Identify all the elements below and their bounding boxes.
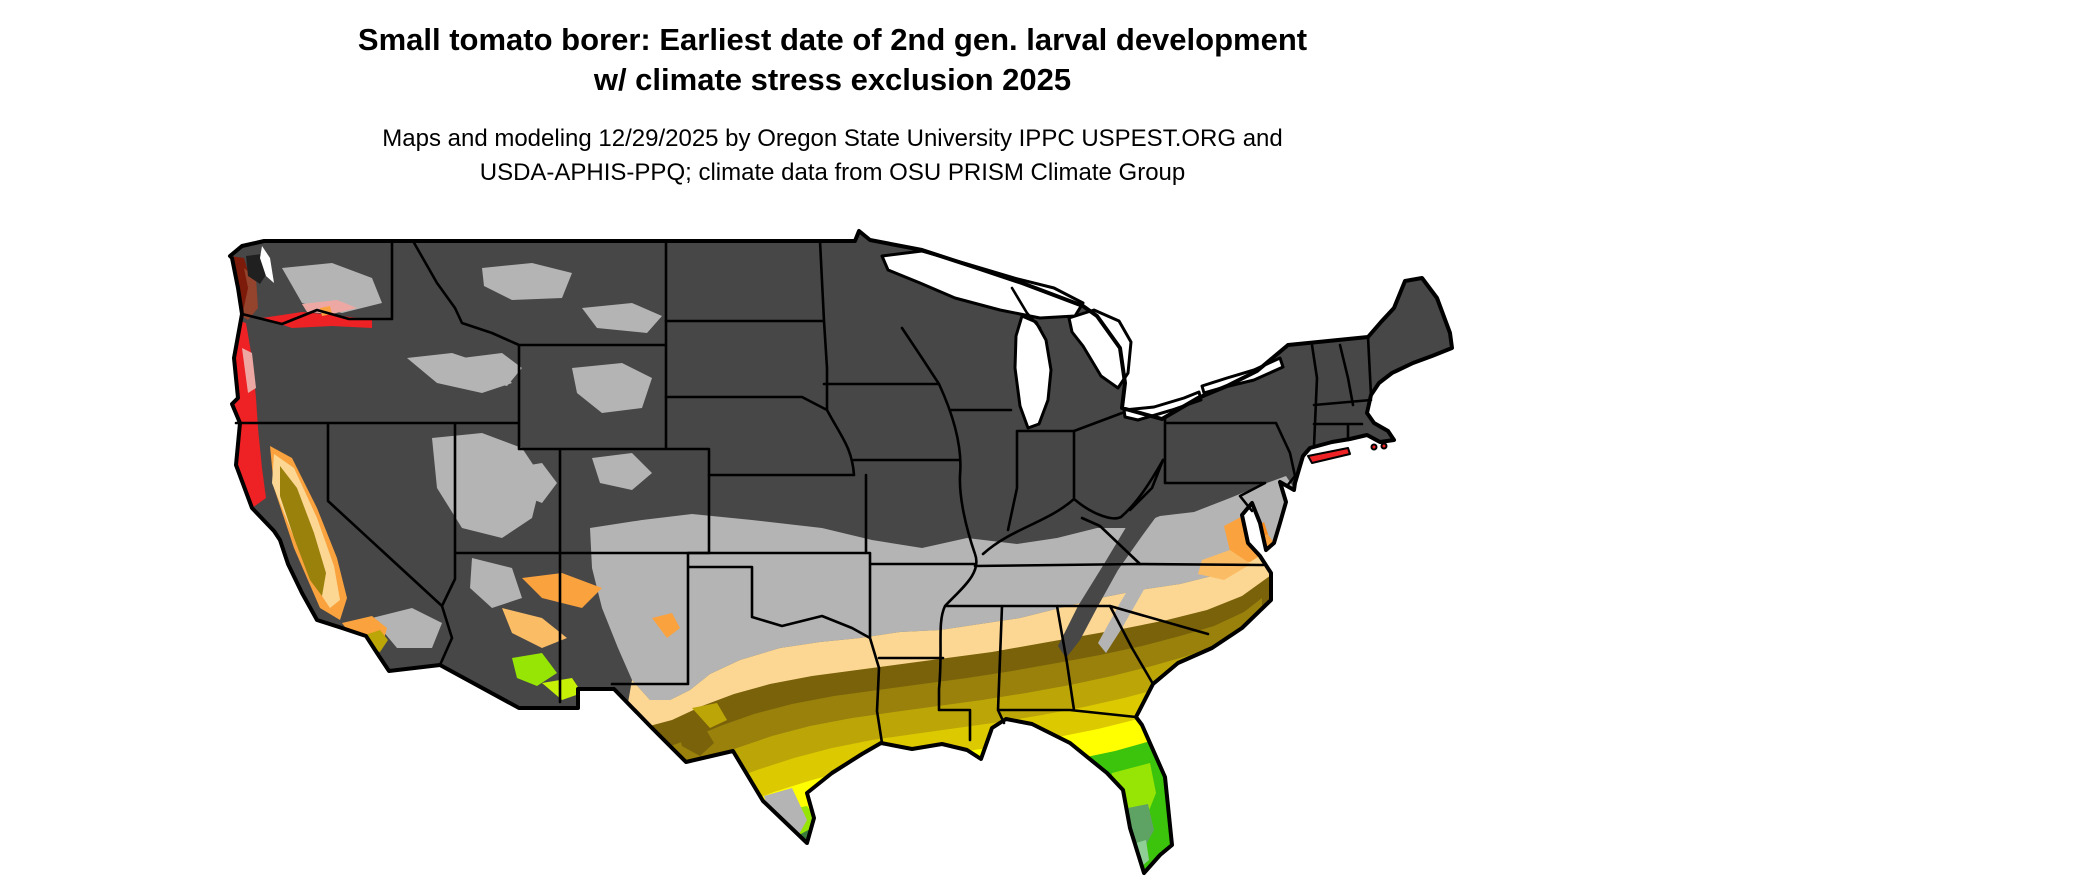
region-jun21-az-rim bbox=[522, 573, 602, 608]
region-gray-great-basin bbox=[432, 433, 542, 538]
region-may24-central-valley bbox=[280, 466, 326, 596]
region-may31-big-bend bbox=[677, 723, 714, 756]
region-gray-central-wa bbox=[282, 263, 382, 313]
region-jun21-nm bbox=[652, 613, 680, 638]
us-map bbox=[222, 228, 1462, 883]
region-jul12-coast-patch bbox=[242, 348, 256, 393]
region-aug23-wa-coast-range bbox=[242, 268, 258, 320]
state-borders-plains bbox=[610, 239, 977, 745]
region-gray-snake-plain bbox=[407, 353, 512, 393]
map-title: Small tomato borer: Earliest date of 2nd… bbox=[60, 20, 1605, 100]
us-map-svg bbox=[228, 229, 1454, 875]
island-marthas-vineyard bbox=[1370, 443, 1378, 451]
region-gray-south-tx bbox=[764, 788, 807, 843]
region-may17-west-tx bbox=[692, 703, 727, 728]
region-gray-mt2 bbox=[582, 303, 662, 333]
region-jul26-columbia-gorge bbox=[262, 312, 372, 328]
region-gray-wy1 bbox=[572, 363, 652, 413]
region-excluded-moderate-band bbox=[590, 476, 1294, 700]
puget-sound-water bbox=[260, 246, 274, 283]
region-jul26-or-nca-coast bbox=[230, 318, 266, 508]
state-borders bbox=[234, 239, 1373, 745]
map-color-regions bbox=[230, 231, 1452, 873]
conus-outline bbox=[228, 229, 1454, 875]
region-gray-mt1 bbox=[482, 263, 572, 300]
map-title-line1: Small tomato borer: Earliest date of 2nd… bbox=[357, 22, 1308, 57]
region-apr19-coastal-bend bbox=[812, 816, 872, 853]
map-subtitle: Maps and modeling 12/29/2025 by Oregon S… bbox=[60, 122, 1605, 190]
region-gray-wy2 bbox=[592, 453, 652, 490]
region-gray-ut bbox=[512, 463, 557, 503]
map-title-line2: w/ climate stress exclusion 2025 bbox=[593, 62, 1072, 97]
lake-michigan bbox=[1013, 314, 1053, 430]
region-mar08-keys bbox=[1120, 869, 1156, 873]
region-gray-socal bbox=[372, 608, 442, 648]
map-subtitle-line1: Maps and modeling 12/29/2025 by Oregon S… bbox=[382, 125, 1283, 152]
region-apr19-sw-la bbox=[902, 793, 942, 818]
state-borders-northeast bbox=[1080, 335, 1373, 566]
long-island bbox=[1307, 447, 1351, 464]
region-jun14-az bbox=[502, 608, 567, 648]
region-gray-id bbox=[462, 353, 522, 386]
map-subtitle-line2: USDA-APHIS-PPQ; climate data from OSU PR… bbox=[479, 159, 1186, 186]
coastal-islands bbox=[1307, 442, 1388, 464]
state-borders-west bbox=[234, 239, 711, 704]
state-borders-midwest-south bbox=[822, 286, 1265, 742]
region-apr05-s-az bbox=[542, 678, 582, 700]
region-gray-nv-az bbox=[470, 558, 522, 608]
island-nantucket bbox=[1380, 442, 1388, 450]
region-appalachian-dark-ridge bbox=[1058, 474, 1174, 658]
region-apr12-s-az bbox=[512, 653, 557, 686]
